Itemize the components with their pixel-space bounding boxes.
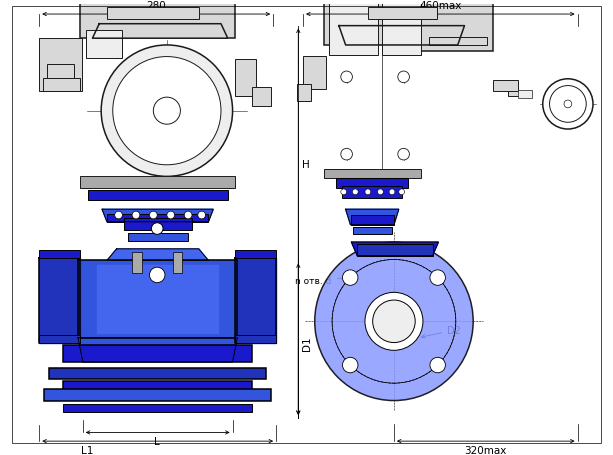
- Polygon shape: [78, 261, 237, 338]
- Text: n отв. d: n отв. d: [295, 276, 346, 285]
- Circle shape: [343, 270, 358, 286]
- Bar: [86, 31, 123, 58]
- Polygon shape: [78, 338, 237, 362]
- Circle shape: [341, 72, 352, 83]
- Text: 280: 280: [147, 1, 166, 11]
- Circle shape: [167, 212, 175, 219]
- Text: 320max: 320max: [465, 445, 507, 455]
- Circle shape: [543, 80, 593, 130]
- Bar: [383, 0, 421, 56]
- Circle shape: [150, 212, 157, 219]
- Circle shape: [115, 212, 123, 219]
- Bar: [517, 91, 532, 99]
- Bar: [252, 87, 271, 106]
- Circle shape: [150, 268, 165, 283]
- Circle shape: [151, 223, 163, 235]
- Bar: [128, 234, 188, 242]
- Circle shape: [343, 358, 358, 373]
- Text: D2: D2: [421, 325, 461, 339]
- Bar: [43, 79, 80, 92]
- Circle shape: [341, 190, 346, 195]
- Bar: [132, 252, 142, 273]
- Bar: [303, 56, 326, 90]
- Bar: [124, 218, 192, 230]
- Bar: [421, 0, 493, 52]
- Bar: [368, 8, 438, 20]
- Bar: [357, 244, 433, 256]
- Bar: [428, 38, 487, 46]
- Text: 460max: 460max: [419, 1, 462, 11]
- Bar: [44, 389, 271, 401]
- Bar: [39, 250, 80, 258]
- Polygon shape: [107, 249, 208, 261]
- Circle shape: [365, 293, 423, 350]
- Bar: [353, 227, 392, 235]
- Polygon shape: [102, 210, 213, 222]
- Bar: [235, 335, 276, 343]
- Circle shape: [389, 190, 395, 195]
- Bar: [173, 252, 182, 273]
- Circle shape: [352, 190, 358, 195]
- Circle shape: [153, 98, 180, 125]
- Text: H: H: [302, 159, 310, 169]
- Circle shape: [113, 57, 221, 166]
- Bar: [64, 381, 252, 391]
- Circle shape: [378, 190, 383, 195]
- Circle shape: [314, 243, 473, 401]
- Bar: [64, 404, 252, 412]
- Bar: [39, 335, 80, 343]
- Polygon shape: [351, 243, 438, 256]
- Bar: [235, 61, 256, 97]
- Bar: [80, 0, 235, 39]
- Circle shape: [185, 212, 192, 219]
- Circle shape: [430, 358, 446, 373]
- Bar: [39, 39, 82, 92]
- Bar: [351, 216, 394, 225]
- Bar: [64, 345, 252, 362]
- Bar: [49, 368, 267, 379]
- Bar: [80, 177, 235, 188]
- Bar: [107, 8, 199, 20]
- Bar: [493, 81, 517, 92]
- Bar: [336, 179, 408, 188]
- Circle shape: [564, 101, 572, 109]
- Circle shape: [398, 72, 409, 83]
- Text: L: L: [154, 436, 160, 446]
- Polygon shape: [39, 258, 80, 343]
- Circle shape: [198, 212, 205, 219]
- Polygon shape: [339, 26, 465, 46]
- Circle shape: [341, 149, 352, 161]
- Bar: [107, 215, 208, 222]
- Text: L1: L1: [82, 445, 94, 455]
- Circle shape: [373, 300, 415, 343]
- Bar: [235, 250, 276, 258]
- Polygon shape: [97, 266, 218, 333]
- Circle shape: [101, 46, 232, 177]
- Polygon shape: [346, 210, 399, 225]
- Bar: [324, 169, 421, 179]
- Polygon shape: [235, 258, 276, 343]
- Circle shape: [398, 149, 409, 161]
- Circle shape: [365, 190, 371, 195]
- Circle shape: [399, 190, 405, 195]
- Bar: [47, 65, 74, 79]
- Bar: [297, 85, 311, 102]
- Circle shape: [430, 270, 446, 286]
- Polygon shape: [93, 25, 228, 39]
- Bar: [508, 92, 527, 97]
- Text: D1: D1: [302, 335, 312, 350]
- Bar: [342, 187, 402, 198]
- Bar: [88, 191, 228, 200]
- Bar: [324, 0, 421, 46]
- Bar: [329, 0, 378, 56]
- Circle shape: [132, 212, 140, 219]
